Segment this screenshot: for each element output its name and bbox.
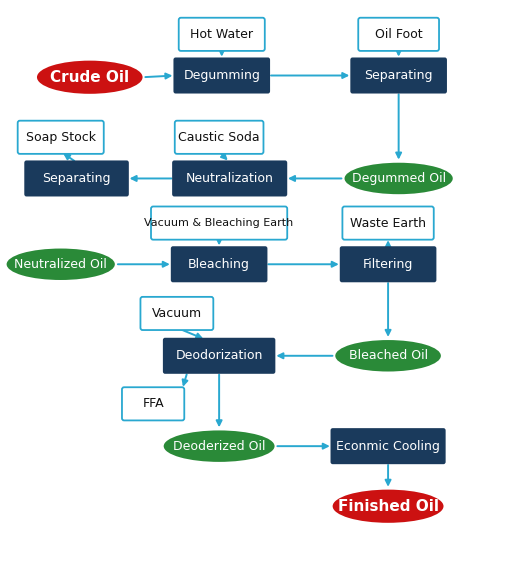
Text: Vacuum & Bleaching Earth: Vacuum & Bleaching Earth [145, 218, 294, 228]
Text: Caustic Soda: Caustic Soda [178, 131, 260, 144]
Text: Neutralized Oil: Neutralized Oil [14, 258, 107, 271]
FancyBboxPatch shape [173, 58, 270, 93]
Text: Separating: Separating [364, 69, 433, 82]
Text: FFA: FFA [143, 398, 164, 410]
FancyBboxPatch shape [172, 160, 287, 197]
FancyBboxPatch shape [140, 297, 213, 330]
Ellipse shape [333, 490, 444, 523]
FancyBboxPatch shape [331, 428, 446, 464]
Text: Neutralization: Neutralization [186, 172, 274, 185]
FancyBboxPatch shape [151, 206, 287, 240]
FancyBboxPatch shape [163, 337, 276, 374]
Text: Econmic Cooling: Econmic Cooling [336, 440, 440, 452]
Ellipse shape [37, 61, 143, 94]
Text: Deoderized Oil: Deoderized Oil [173, 440, 266, 452]
Text: Crude Oil: Crude Oil [50, 70, 129, 85]
Text: Separating: Separating [42, 172, 111, 185]
Text: Deodorization: Deodorization [175, 349, 263, 362]
FancyBboxPatch shape [178, 18, 265, 51]
Ellipse shape [164, 430, 275, 462]
Text: Oil Foot: Oil Foot [375, 28, 422, 41]
Text: Finished Oil: Finished Oil [337, 499, 439, 514]
Text: Filtering: Filtering [363, 258, 413, 271]
Text: Waste Earth: Waste Earth [350, 217, 426, 229]
FancyBboxPatch shape [351, 58, 447, 93]
Text: Degumming: Degumming [183, 69, 260, 82]
FancyBboxPatch shape [171, 246, 267, 282]
FancyBboxPatch shape [175, 121, 263, 154]
Ellipse shape [344, 163, 453, 194]
Text: Bleaching: Bleaching [188, 258, 250, 271]
Ellipse shape [335, 340, 441, 372]
FancyBboxPatch shape [18, 121, 104, 154]
Text: Vacuum: Vacuum [152, 307, 202, 320]
Ellipse shape [7, 248, 115, 280]
FancyBboxPatch shape [24, 160, 129, 197]
Text: Soap Stock: Soap Stock [26, 131, 96, 144]
Text: Hot Water: Hot Water [190, 28, 253, 41]
FancyBboxPatch shape [340, 246, 436, 282]
Text: Bleached Oil: Bleached Oil [348, 349, 428, 362]
FancyBboxPatch shape [122, 387, 184, 420]
FancyBboxPatch shape [358, 18, 439, 51]
Text: Degummed Oil: Degummed Oil [352, 172, 446, 185]
FancyBboxPatch shape [342, 206, 434, 240]
